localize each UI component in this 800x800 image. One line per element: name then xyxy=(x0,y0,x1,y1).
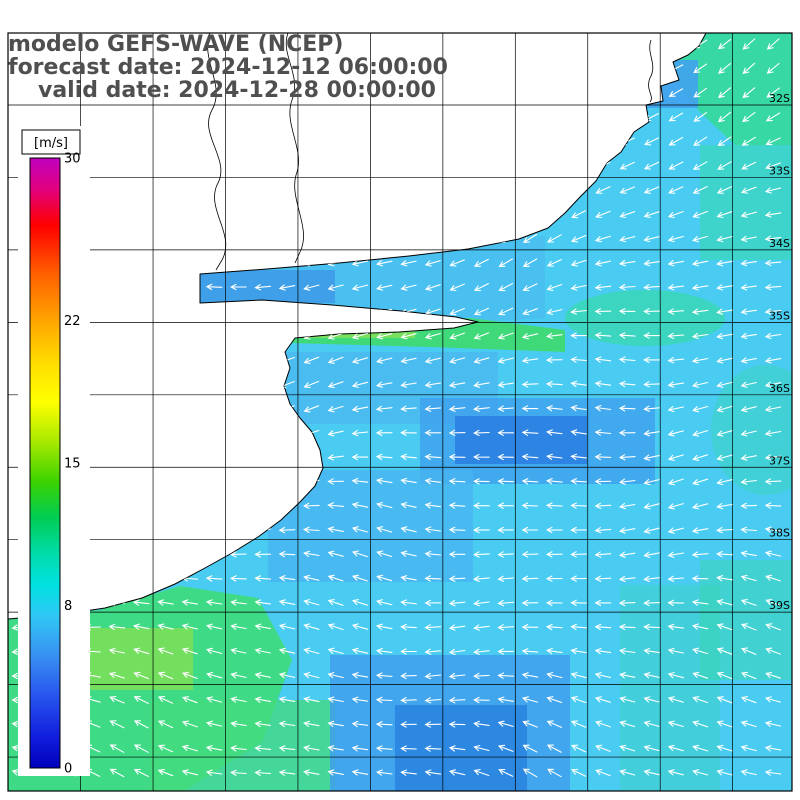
river-line xyxy=(207,33,227,271)
latitude-labels: 32S 33S 34S 35S 36S 37S 38S 39S xyxy=(769,92,790,612)
latitude-label: 39S xyxy=(769,599,790,612)
land-mass xyxy=(8,33,706,619)
latitude-label: 35S xyxy=(769,309,790,322)
colorbar-tick-label: 0 xyxy=(64,762,72,777)
grid-lines xyxy=(8,33,792,791)
valid-date-line: valid date: 2024-12-28 00:00:00 xyxy=(38,78,436,103)
colorbar-gradient-bar xyxy=(29,157,61,769)
latitude-label: 37S xyxy=(769,454,790,467)
colorbar-unit-label: [m/s] xyxy=(34,136,68,151)
colorbar-unit-box xyxy=(21,129,81,155)
map-area: 32S 33S 34S 35S 36S 37S 38S 39S xyxy=(8,33,792,791)
river-line xyxy=(648,39,654,103)
title-block: modelo GEFS-WAVE (NCEP) forecast date: 2… xyxy=(8,32,448,103)
colorbar-legend: [m/s] 30 22 15 8 0 xyxy=(18,126,90,777)
colorbar-tick-label: 22 xyxy=(64,314,81,329)
latitude-label: 34S xyxy=(769,237,790,250)
speed-patch xyxy=(565,290,725,346)
model-title: modelo GEFS-WAVE (NCEP) xyxy=(8,32,343,57)
latitude-label: 33S xyxy=(769,164,790,177)
colorbar-tick-label: 8 xyxy=(64,599,72,614)
coastline xyxy=(8,33,707,620)
river-line xyxy=(285,33,304,264)
forecast-date-line: forecast date: 2024-12-12 06:00:00 xyxy=(8,55,448,80)
colorbar-tick-label: 30 xyxy=(64,152,81,167)
latitude-label: 32S xyxy=(769,92,790,105)
colorbar-tick-labels: 30 22 15 8 0 xyxy=(64,152,81,777)
speed-patch xyxy=(150,700,335,791)
latitude-label: 36S xyxy=(769,382,790,395)
speed-patch xyxy=(711,365,792,495)
map-frame xyxy=(7,32,793,792)
latitude-label: 38S xyxy=(769,527,790,540)
speed-patch xyxy=(88,628,193,690)
river-lines xyxy=(207,33,654,271)
colorbar-tick-label: 15 xyxy=(64,457,81,472)
